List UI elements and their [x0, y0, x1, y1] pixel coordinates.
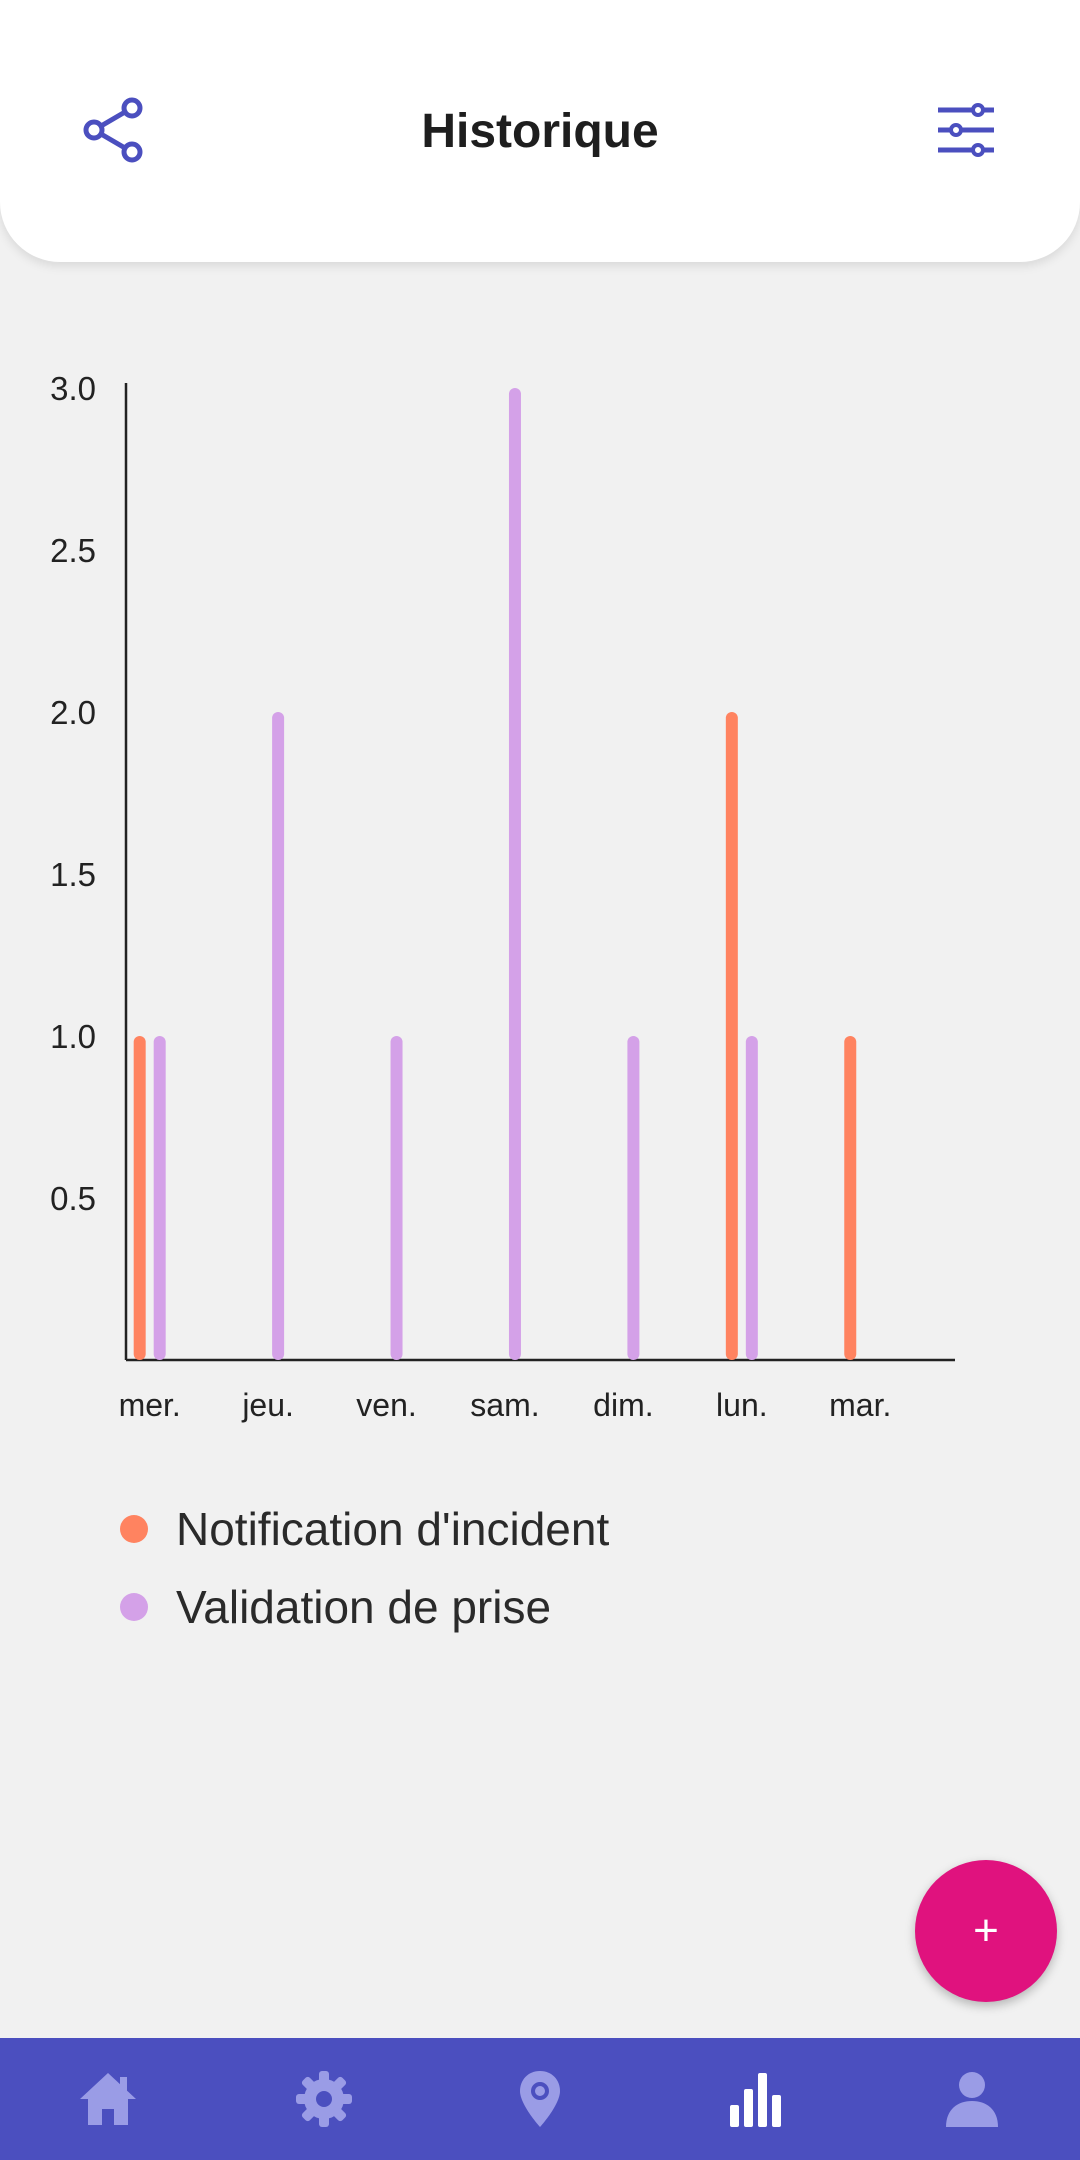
bottom-navigation [0, 2038, 1080, 2160]
location-pin-icon [520, 2071, 560, 2127]
bar-incident [133, 1036, 146, 1360]
share-icon [83, 97, 143, 163]
x-tick-label: ven. [356, 1387, 416, 1423]
add-button-label: + [973, 1906, 999, 1955]
top-app-bar: Historique [0, 0, 1080, 262]
legend-dot-validation [120, 1593, 148, 1621]
x-tick-label: mer. [119, 1387, 181, 1423]
y-tick-label: 2.5 [50, 532, 96, 569]
gear-icon [296, 2071, 352, 2127]
y-tick-label: 2.0 [50, 694, 96, 731]
bar-validation [745, 1036, 758, 1360]
bar-validation [508, 388, 521, 1360]
nav-item-profile[interactable] [917, 2044, 1027, 2154]
legend-label-validation: Validation de prise [176, 1581, 552, 1633]
bar-incident [844, 1036, 857, 1360]
legend-item-incident: Notification d'incident [120, 1490, 609, 1568]
y-tick-label: 3.0 [50, 370, 96, 407]
y-tick-label: 0.5 [50, 1180, 96, 1217]
home-icon [80, 2073, 136, 2125]
bar-validation [153, 1036, 166, 1360]
nav-item-settings[interactable] [269, 2044, 379, 2154]
y-tick-label: 1.0 [50, 1018, 96, 1055]
x-tick-label: sam. [470, 1387, 539, 1423]
history-chart: 0.5 1.0 1.5 2.0 2.5 3.0 mer. jeu. ven. sam. dim. lu… [0, 340, 1080, 1440]
filter-button[interactable] [926, 90, 1006, 170]
nav-item-location[interactable] [485, 2044, 595, 2154]
page-title: Historique [421, 105, 659, 158]
bar-validation [390, 1036, 403, 1360]
nav-item-history[interactable] [701, 2044, 811, 2154]
bar-chart-icon [730, 2073, 781, 2127]
bar-incident [725, 712, 738, 1360]
bar-validation [272, 712, 285, 1360]
legend-label-incident: Notification d'incident [176, 1503, 610, 1555]
y-tick-label: 1.5 [50, 856, 96, 893]
x-tick-label: mar. [829, 1387, 891, 1423]
sliders-icon [938, 103, 994, 157]
nav-item-home[interactable] [53, 2044, 163, 2154]
legend-item-validation: Validation de prise [120, 1568, 609, 1646]
add-button[interactable]: + [915, 1860, 1057, 2002]
bar-chart-svg: 0.5 1.0 1.5 2.0 2.5 3.0 mer. jeu. ven. sam. dim. lu… [50, 370, 955, 1423]
bar-validation [627, 1036, 640, 1360]
legend-dot-incident [120, 1515, 148, 1543]
share-button[interactable] [74, 90, 154, 170]
x-tick-label: dim. [593, 1387, 653, 1423]
user-icon [946, 2072, 998, 2127]
x-tick-label: jeu. [241, 1387, 294, 1423]
x-tick-label: lun. [716, 1387, 768, 1423]
chart-legend: Notification d'incident Validation de pr… [120, 1490, 609, 1646]
